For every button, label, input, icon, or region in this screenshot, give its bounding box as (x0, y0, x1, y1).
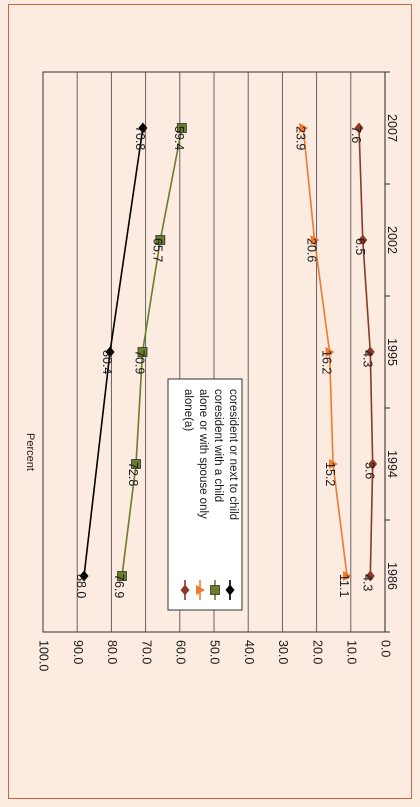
data-point (343, 571, 353, 581)
data-label: 6.5 (353, 238, 367, 255)
legend-swatch-marker (225, 584, 235, 596)
data-label: 65.7 (150, 238, 164, 262)
plot-area: 0.0 10.0 20.0 30.0 40.0 50.0 60.0 70.0 80.0 90.0 1… (24, 71, 399, 671)
value-tick-label: 80.0 (105, 640, 119, 664)
data-label: 3.6 (363, 462, 377, 479)
data-label: 20.6 (305, 238, 319, 262)
series-3: 11.1 15.2 16.2 20.6 23.9 (293, 123, 353, 597)
data-point (138, 122, 148, 134)
data-point (137, 347, 148, 357)
legend-label: coresident or next to child (227, 389, 239, 520)
legend-swatch-marker (196, 585, 205, 595)
data-label: 16.2 (320, 350, 334, 374)
data-point (365, 346, 375, 358)
data-point (117, 571, 127, 581)
category-tick-label: 1995 (385, 338, 399, 366)
data-point (105, 346, 115, 358)
data-point (131, 459, 141, 469)
plot-border (42, 71, 386, 633)
data-label: 11.1 (337, 574, 351, 597)
data-point (299, 123, 309, 133)
series-2: 76.9 72.8 70.9 65.7 59.4 (112, 123, 187, 598)
legend-label: coresident with a child (212, 389, 224, 502)
value-tick-label: 10.0 (345, 640, 359, 664)
data-label: 59.4 (172, 126, 186, 150)
legend-label: alone(a) (182, 389, 194, 431)
category-tick-label: 1994 (385, 450, 399, 478)
category-tick-label: 1986 (385, 562, 399, 590)
data-point (358, 234, 368, 246)
value-tick-label: 60.0 (174, 640, 188, 664)
data-label: 70.8 (133, 126, 147, 150)
value-tick-label: 40.0 (242, 640, 256, 664)
legend-box (167, 378, 243, 611)
data-label: 76.9 (112, 574, 126, 598)
value-tick-label: 30.0 (276, 640, 290, 664)
data-point (329, 459, 339, 469)
data-label: 88.0 (74, 574, 88, 598)
legend-swatch-marker (210, 585, 220, 595)
value-tick-label: 70.0 (139, 640, 153, 664)
data-label: 70.9 (133, 350, 147, 374)
data-point (176, 123, 187, 133)
data-point (310, 235, 320, 245)
data-point (354, 122, 364, 134)
value-tick-label: 50.0 (208, 640, 222, 664)
value-tick-label: 0.0 (379, 640, 393, 657)
data-label: 4.3 (360, 350, 374, 367)
data-point (79, 570, 89, 582)
data-point (325, 347, 335, 357)
value-tick-label: 20.0 (310, 640, 324, 664)
data-label: 4.3 (360, 574, 374, 591)
value-axis-title: Percent (24, 433, 36, 471)
data-label: 80.4 (100, 350, 114, 374)
data-label: 23.9 (293, 126, 307, 150)
data-point (368, 458, 378, 470)
series-1: 88.0 80.4 70.8 (74, 122, 148, 598)
data-point (365, 570, 375, 582)
value-tick-label: 90.0 (71, 640, 85, 664)
value-tick-label: 100.0 (37, 640, 51, 671)
data-label: 15.2 (323, 462, 337, 486)
data-label: 72.8 (126, 462, 140, 486)
data-label: 7.6 (349, 126, 363, 143)
series-4: 4.3 3.6 4.3 6.5 7.6 (349, 122, 378, 591)
category-tick-label: 2007 (385, 114, 399, 142)
category-tick-label: 2002 (385, 226, 399, 254)
data-point (155, 235, 166, 245)
legend-swatch-marker (180, 584, 190, 596)
legend-label: alone or with spouse only (197, 389, 209, 519)
